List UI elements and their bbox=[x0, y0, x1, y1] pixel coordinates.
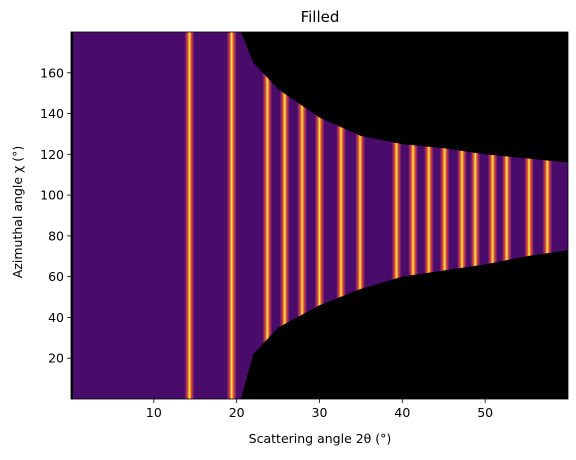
plot-area bbox=[71, 32, 568, 399]
masked-region bbox=[71, 32, 568, 399]
y-tick-label: 120 bbox=[40, 147, 64, 162]
diffraction-rings bbox=[184, 32, 553, 399]
diffraction-ring bbox=[226, 32, 237, 399]
y-tick-label: 40 bbox=[48, 310, 64, 325]
y-tick-label: 140 bbox=[40, 106, 64, 121]
mask-upper bbox=[240, 32, 568, 163]
y-tick-label: 160 bbox=[40, 65, 64, 80]
x-tick-label: 50 bbox=[477, 405, 493, 420]
y-tick-label: 100 bbox=[40, 188, 64, 203]
x-axis-label: Scattering angle 2θ (°) bbox=[249, 431, 392, 446]
mask-lower bbox=[240, 250, 568, 399]
y-axis: 20 40 60 80 100 120 140 160 bbox=[40, 65, 71, 366]
diffraction-ring bbox=[501, 32, 512, 399]
x-tick-label: 40 bbox=[394, 405, 410, 420]
diffraction-ring bbox=[279, 32, 290, 399]
diffraction-ring bbox=[297, 32, 308, 399]
diffraction-ring bbox=[314, 32, 325, 399]
diffraction-ring bbox=[524, 32, 535, 399]
x-tick-label: 30 bbox=[312, 405, 328, 420]
diffraction-ring bbox=[184, 32, 195, 399]
y-tick-label: 80 bbox=[48, 228, 64, 243]
y-tick-label: 60 bbox=[48, 269, 64, 284]
y-tick-label: 20 bbox=[48, 351, 64, 366]
diffraction-ring bbox=[336, 32, 347, 399]
diffraction-ring bbox=[408, 32, 419, 399]
x-tick-label: 10 bbox=[146, 405, 162, 420]
diffraction-ring bbox=[391, 32, 402, 399]
y-axis-label: Azimuthal angle χ (°) bbox=[10, 146, 25, 278]
x-tick-label: 20 bbox=[229, 405, 245, 420]
diffraction-ring bbox=[457, 32, 467, 399]
mask-edge bbox=[71, 32, 73, 399]
diffraction-ring bbox=[355, 32, 366, 399]
diffraction-ring bbox=[262, 32, 273, 399]
diffraction-ring bbox=[487, 32, 498, 399]
x-axis: 10 20 30 40 50 bbox=[146, 399, 493, 420]
diffraction-ring bbox=[470, 32, 481, 399]
diffraction-ring bbox=[542, 32, 553, 399]
chart-title: Filled bbox=[301, 8, 340, 26]
diffraction-ring bbox=[423, 32, 434, 399]
diffraction-ring bbox=[439, 32, 450, 399]
